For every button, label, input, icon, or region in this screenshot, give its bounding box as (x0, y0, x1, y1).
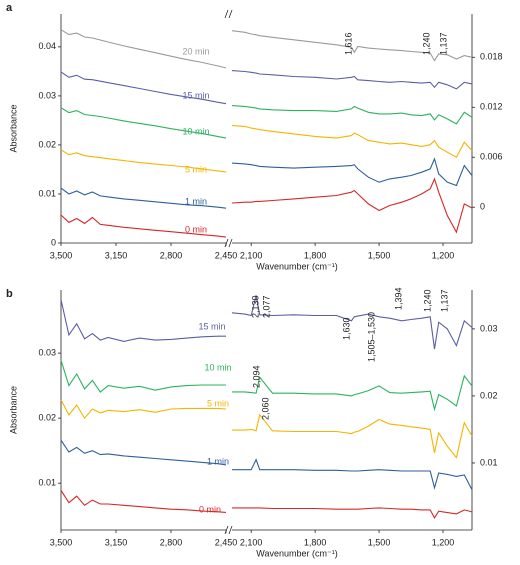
series-label: 15 min (198, 321, 225, 331)
spectrum (231, 125, 473, 158)
series-label: 15 min (182, 90, 209, 100)
spectrum (231, 177, 473, 234)
axis-break (228, 238, 233, 248)
spectrum (232, 374, 473, 412)
spectrum (60, 149, 227, 173)
spectrum (232, 507, 473, 519)
series-label: 0 min (199, 504, 221, 514)
x-tick-label: 1,500 (368, 250, 391, 260)
x-tick-label: 1,200 (432, 537, 455, 547)
spectrum (231, 30, 473, 62)
annotation: 2,060 (260, 397, 270, 420)
spectrum (231, 295, 473, 350)
x-tick-label: 3,150 (105, 250, 128, 260)
spectrum (60, 214, 227, 238)
spectrum (60, 187, 227, 209)
y-axis-label: Absorbance (8, 386, 18, 434)
y-tick-label: 0.01 (38, 478, 56, 488)
x-tick-label: 1,800 (304, 537, 327, 547)
series-label: 5 min (185, 164, 207, 174)
x-tick-label: 1,200 (432, 250, 455, 260)
spectrum (231, 105, 473, 125)
annotation: 1,137 (438, 32, 448, 55)
series-label: 1 min (207, 456, 229, 466)
axis-break (224, 238, 229, 248)
y2-tick-label: 0 (480, 202, 485, 212)
series-label: 0 min (185, 224, 207, 234)
annotation: 1,240 (422, 289, 432, 312)
x-tick-label: 1,500 (368, 537, 391, 547)
annotation: 1,240 (421, 32, 431, 55)
y2-tick-label: 0.03 (480, 323, 498, 333)
axis-break (224, 525, 229, 535)
axis-break (228, 9, 233, 19)
annotation: 1,505–1,530 (366, 312, 376, 362)
spectrum (60, 71, 227, 105)
series-label: 10 min (182, 126, 209, 136)
series-label: 20 min (182, 46, 209, 56)
spectrum (60, 299, 226, 342)
x-tick-label: 3,500 (50, 250, 73, 260)
spectrum (60, 29, 227, 69)
x-tick-label: 2,800 (160, 250, 183, 260)
x-tick-label: 2,100 (240, 250, 263, 260)
x-tick-label: 3,500 (50, 537, 73, 547)
annotation: 1,137 (439, 289, 449, 312)
y-tick-label: 0.01 (38, 188, 56, 198)
y2-tick-label: 0.012 (480, 102, 503, 112)
y2-tick-label: 0.01 (480, 457, 498, 467)
series-label: 5 min (207, 398, 229, 408)
x-tick-label: 1,800 (304, 250, 327, 260)
annotation: 1,394 (393, 287, 403, 310)
spectrum (60, 399, 227, 420)
series-label: 10 min (204, 362, 231, 372)
spectrum (60, 439, 227, 466)
annotation: 2,077 (261, 295, 271, 318)
spectrum (60, 107, 227, 139)
spectrum (60, 360, 226, 393)
x-tick-label: 2,100 (240, 537, 263, 547)
annotation: 2,094 (251, 365, 261, 388)
spectrum (60, 490, 227, 513)
y-tick-label: 0.02 (38, 413, 56, 423)
spectrum (232, 458, 473, 491)
annotation: 1,630 (341, 317, 351, 340)
y2-tick-label: 0.018 (480, 52, 503, 62)
panel-label: a (6, 2, 13, 14)
x-tick-label: 3,150 (105, 537, 128, 547)
annotation: 1,616 (343, 32, 353, 55)
spectrum (231, 157, 473, 187)
x-tick-label: 2,450 (215, 250, 238, 260)
axis-break (228, 525, 233, 535)
axis-break (224, 9, 229, 19)
y2-tick-label: 0.006 (480, 152, 503, 162)
y-axis-label: Absorbance (8, 104, 18, 152)
y-tick-label: 0.02 (38, 139, 56, 149)
y-tick-label: 0.04 (38, 41, 56, 51)
y2-tick-label: 0.02 (480, 390, 498, 400)
y-tick-label: 0.03 (38, 347, 56, 357)
annotation: 2,130 (250, 295, 260, 318)
series-label: 1 min (185, 196, 207, 206)
x-tick-label: 2,450 (215, 537, 238, 547)
spectrum (231, 70, 473, 90)
panel-label: b (6, 288, 13, 300)
y-tick-label: 0 (51, 237, 56, 247)
spectrum (232, 413, 473, 459)
x-axis-label: Wavenumber (cm⁻¹) (256, 548, 337, 558)
y-tick-label: 0.03 (38, 90, 56, 100)
x-tick-label: 2,800 (160, 537, 183, 547)
x-axis-label: Wavenumber (cm⁻¹) (256, 261, 337, 271)
